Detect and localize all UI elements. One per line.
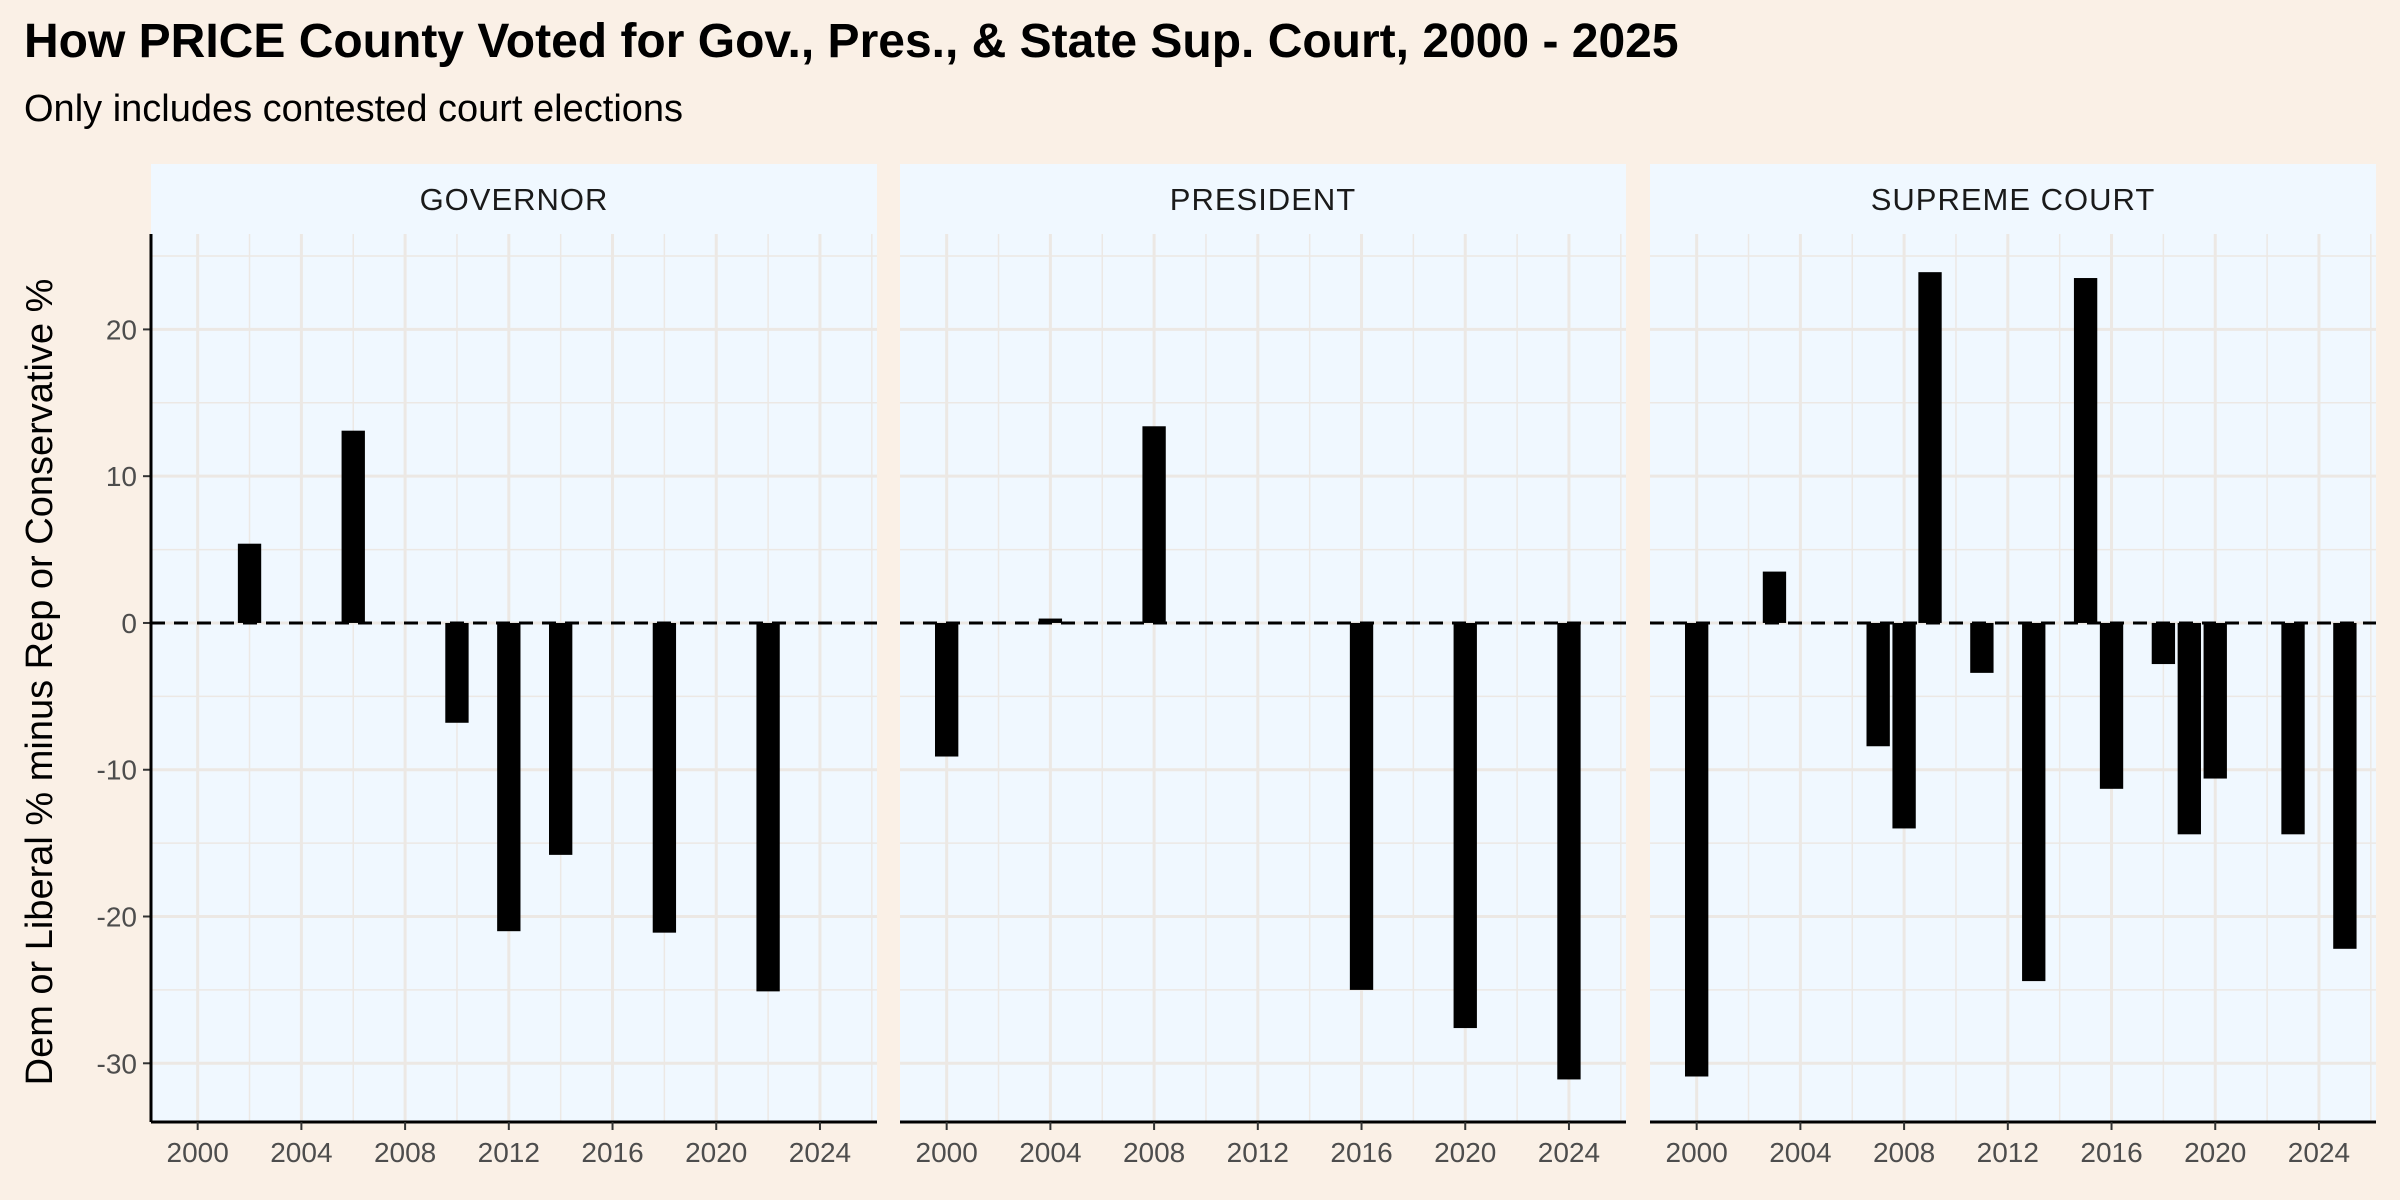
facet-panels: -30 -20 -10 0 10 20 GOVERNOR 2000 2004 2008 2012 20… [97, 164, 2376, 1168]
x-tick-label: 2008 [1123, 1137, 1185, 1168]
bar [2022, 622, 2046, 982]
bar [1892, 622, 1916, 829]
panel-background [1650, 234, 2376, 1122]
x-tick-label: 2012 [1227, 1137, 1289, 1168]
bar [756, 622, 780, 992]
y-tick-label: 10 [106, 461, 137, 492]
bar [1349, 622, 1374, 990]
bar [1038, 618, 1063, 623]
y-tick-label: -10 [97, 755, 137, 786]
x-tick-label: 2020 [2184, 1137, 2246, 1168]
x-tick-label: 2024 [789, 1137, 851, 1168]
x-tick-label: 2016 [1330, 1137, 1392, 1168]
x-tick-label: 2012 [1977, 1137, 2039, 1168]
panel-background [900, 234, 1626, 1122]
x-tick-label: 2000 [916, 1137, 978, 1168]
chart-title: How PRICE County Voted for Gov., Pres., … [24, 15, 1679, 68]
facet-strip-label: SUPREME COURT [1871, 182, 2156, 217]
y-tick-label: 0 [121, 608, 137, 639]
bar [2203, 622, 2227, 779]
x-tick-label: 2000 [1666, 1137, 1728, 1168]
x-tick-label: 2020 [1434, 1137, 1496, 1168]
facet-strip-label: PRESIDENT [1170, 182, 1356, 217]
bar [1453, 622, 1477, 1029]
x-tick-label: 2008 [1873, 1137, 1935, 1168]
x-tick-label: 2024 [1538, 1137, 1600, 1168]
bar [2177, 622, 2201, 835]
bar [652, 622, 677, 933]
bar [237, 543, 262, 623]
x-tick-label: 2004 [1769, 1137, 1831, 1168]
bar [2333, 622, 2357, 949]
bar [2099, 622, 2124, 789]
y-tick-label: 20 [106, 314, 137, 345]
bar [1762, 571, 1787, 623]
y-axis-title: Dem or Liberal % minus Rep or Conservati… [19, 279, 61, 1086]
bar [2151, 622, 2176, 665]
facet-strip [1650, 164, 2376, 234]
y-tick-label: -20 [97, 902, 137, 933]
bar [445, 622, 469, 723]
bar [497, 622, 521, 932]
bar [549, 622, 573, 855]
x-tick-label: 2016 [2080, 1137, 2142, 1168]
x-tick-label: 2020 [685, 1137, 747, 1168]
x-tick-label: 2024 [2288, 1137, 2350, 1168]
x-tick-label: 2008 [374, 1137, 436, 1168]
facet-president: PRESIDENT 2000 2004 2008 2012 2016 2020 2024 [900, 164, 1626, 1168]
bar [1685, 622, 1709, 1077]
bar [1866, 622, 1890, 747]
bar [1142, 426, 1166, 623]
chart-subtitle: Only includes contested court elections [24, 88, 684, 130]
bar [2073, 278, 2098, 623]
bar [341, 430, 365, 623]
bar [1970, 622, 1994, 673]
bar [1557, 622, 1581, 1080]
facet-strip-label: GOVERNOR [420, 182, 609, 217]
bar [2281, 622, 2305, 835]
x-tick-label: 2012 [478, 1137, 540, 1168]
facet-strip [900, 164, 1626, 234]
y-tick-label: -30 [97, 1048, 137, 1079]
x-tick-label: 2016 [581, 1137, 643, 1168]
bar [935, 622, 959, 757]
bar [1918, 272, 1942, 623]
facet-strip [151, 164, 877, 234]
facet-governor: GOVERNOR 2000 2004 2008 2012 2016 2020 2024 [149, 164, 877, 1168]
x-tick-label: 2004 [270, 1137, 332, 1168]
x-tick-label: 2004 [1019, 1137, 1081, 1168]
x-tick-label: 2000 [167, 1137, 229, 1168]
facet-supreme-court: SUPREME COURT 2000 2004 2008 2012 2016 2020 202… [1650, 164, 2376, 1168]
